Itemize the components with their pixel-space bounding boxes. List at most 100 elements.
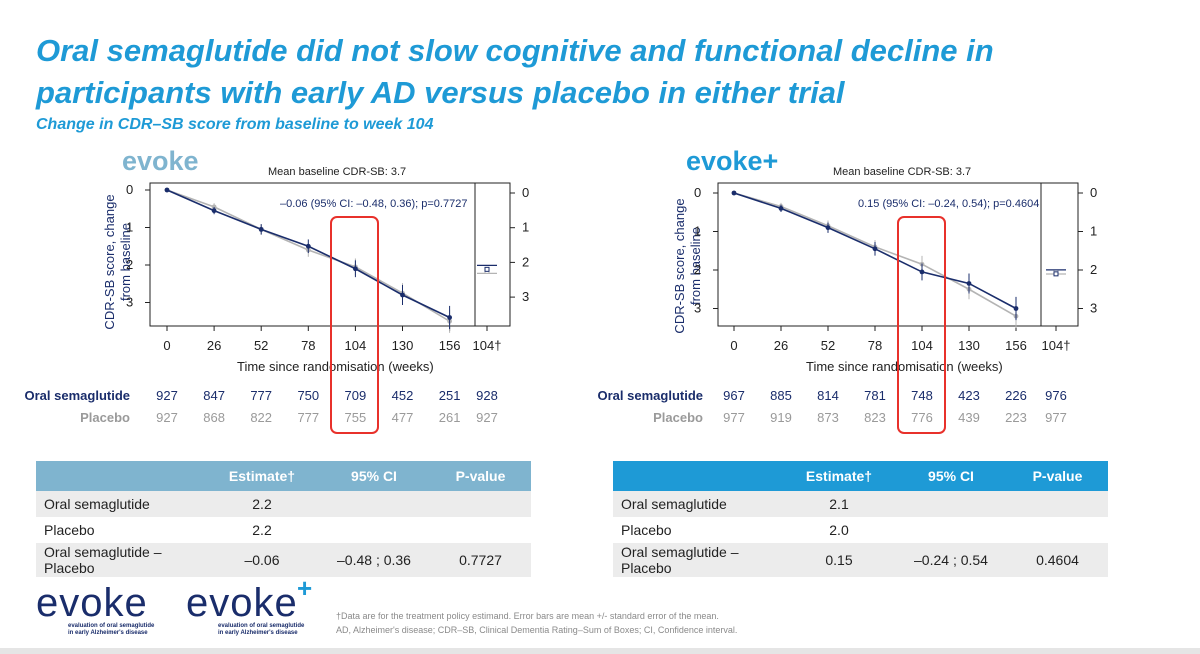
table-cell bbox=[1007, 491, 1108, 517]
table-header-cell bbox=[36, 461, 206, 491]
evokeplus-effect-annotation: 0.15 (95% CI: –0.24, 0.54); p=0.4604 bbox=[858, 198, 1039, 210]
evokeplus-semaglutide-point bbox=[966, 281, 972, 286]
evoke-semaglutide-point bbox=[353, 266, 358, 272]
evoke-n-at-risk-placebo-value: 477 bbox=[391, 410, 414, 425]
table-cell: 2.1 bbox=[783, 491, 895, 517]
evoke-y-tick-label-right: 0 bbox=[522, 185, 529, 200]
table-cell: 0.7727 bbox=[430, 543, 531, 577]
evoke-n-at-risk-placebo-value: 755 bbox=[344, 410, 367, 425]
evoke-n-at-risk-semaglutide-value: 709 bbox=[344, 388, 367, 403]
evoke-n-placebo-row: Placebo bbox=[0, 410, 130, 428]
evoke-n-at-risk-placebo-value: 777 bbox=[297, 410, 320, 425]
table-header-cell: 95% CI bbox=[351, 468, 397, 484]
evoke-semaglutide-point bbox=[211, 208, 217, 214]
evoke-y-tick-label: 3 bbox=[126, 295, 133, 310]
table-cell: –0.24 ; 0.54 bbox=[895, 543, 1007, 577]
evokeplus-logo-tagline: evaluation of oral semaglutide in early … bbox=[186, 623, 304, 637]
evoke-x-tick-label: 156 bbox=[439, 338, 461, 353]
evoke-baseline-note: Mean baseline CDR-SB: 3.7 bbox=[268, 166, 407, 178]
footnote: †Data are for the treatment policy estim… bbox=[336, 609, 737, 637]
evokeplus-n-at-risk-semaglutide-value: 781 bbox=[864, 388, 886, 403]
evokeplus-y-tick-label-right: 0 bbox=[1090, 185, 1097, 200]
evokeplus-results-table: Estimate† 95% CI P-value Oral semaglutid… bbox=[613, 461, 1108, 577]
evoke-semaglutide-point bbox=[164, 187, 170, 193]
evoke-n-at-risk-semaglutide-value: 452 bbox=[391, 388, 414, 403]
evokeplus-n-at-risk-placebo-value: 873 bbox=[817, 410, 839, 425]
evokeplus-n-at-risk-semaglutide-value: 967 bbox=[723, 388, 745, 403]
evokeplus-n-at-risk-placebo-value: 977 bbox=[1045, 410, 1067, 425]
evoke-semaglutide-point bbox=[400, 292, 405, 298]
evokeplus-x-tick-label: 104 bbox=[911, 338, 933, 353]
evokeplus-n-semaglutide-label: Oral semaglutide bbox=[597, 388, 703, 403]
table-header-cell: 95% CI bbox=[928, 468, 974, 484]
table-cell: 0.4604 bbox=[1007, 543, 1108, 577]
footnote-line-2: AD, Alzheimer's disease; CDR–SB, Clinica… bbox=[336, 625, 738, 635]
evokeplus-n-at-risk-placebo-value: 439 bbox=[958, 410, 980, 425]
evokeplus-semaglutide-point bbox=[731, 190, 737, 196]
evoke-n-at-risk-semaglutide-value: 777 bbox=[250, 388, 273, 403]
evoke-n-at-risk-placebo-value: 822 bbox=[250, 410, 273, 425]
evoke-placebo-point bbox=[211, 204, 217, 210]
evokeplus-y-tick-label: 3 bbox=[694, 301, 701, 316]
slide-subtitle: Change in CDR–SB score from baseline to … bbox=[36, 116, 434, 133]
evokeplus-n-placebo-label: Placebo bbox=[653, 410, 703, 425]
table-cell bbox=[318, 491, 430, 517]
table-cell: Placebo bbox=[621, 522, 672, 538]
evokeplus-semaglutide-point bbox=[1013, 306, 1019, 311]
evoke-n-at-risk-placebo-value: 927 bbox=[476, 410, 498, 425]
evokeplus-logo-word: evoke bbox=[186, 581, 298, 625]
table-cell: Oral semaglutide bbox=[613, 491, 783, 517]
evokeplus-trial-name: evoke+ bbox=[686, 146, 779, 176]
table-cell bbox=[430, 517, 531, 543]
evokeplus-n-at-risk-semaglutide-value: 885 bbox=[770, 388, 792, 403]
evokeplus-n-at-risk-semaglutide-value: 814 bbox=[817, 388, 839, 403]
evoke-y-tick-label-right: 1 bbox=[522, 220, 529, 235]
table-header-cell: Estimate† bbox=[805, 468, 873, 484]
evoke-n-at-risk-placebo-value: 261 bbox=[438, 410, 461, 425]
table-cell: Oral semaglutide – Placebo bbox=[36, 543, 206, 577]
evoke-n-at-risk-semaglutide-value: 847 bbox=[203, 388, 225, 403]
table-cell bbox=[318, 517, 430, 543]
evokeplus-x-tick-label: 130 bbox=[958, 338, 980, 353]
evoke-n-semaglutide-label: Oral semaglutide bbox=[24, 388, 130, 403]
evoke-n-at-risk-semaglutide-value: 927 bbox=[156, 388, 178, 403]
evoke-week104-highlight bbox=[330, 216, 379, 434]
table-row: Placebo 2.0 bbox=[613, 517, 1108, 543]
table-row: Oral semaglutide 2.1 bbox=[613, 491, 1108, 517]
evokeplus-y-tick-label-right: 1 bbox=[1090, 224, 1097, 239]
evoke-x-tick-label: 78 bbox=[301, 338, 315, 353]
table-row: Oral semaglutide 2.2 bbox=[36, 491, 531, 517]
evokeplus-semaglutide-point bbox=[778, 206, 784, 211]
evoke-x-axis-label: Time since randomisation (weeks) bbox=[237, 359, 434, 374]
evoke-effect-annotation: –0.06 (95% CI: –0.48, 0.36); p=0.7727 bbox=[280, 198, 467, 210]
footnote-line-1: †Data are for the treatment policy estim… bbox=[336, 611, 719, 621]
evokeplus-n-at-risk-placebo-value: 823 bbox=[864, 410, 886, 425]
evoke-logo-tagline-2: in early Alzheimer's disease bbox=[68, 630, 148, 636]
evoke-logo-word: evoke bbox=[36, 581, 148, 625]
evoke-x-tick-label: 52 bbox=[254, 338, 268, 353]
evokeplus-y-tick-label: 1 bbox=[694, 224, 701, 239]
bottom-bar bbox=[0, 648, 1200, 654]
evokeplus-logo-tagline-2: in early Alzheimer's disease bbox=[218, 630, 298, 636]
evokeplus-n-at-risk-placebo-value: 223 bbox=[1005, 410, 1027, 425]
evokeplus-n-at-risk-semaglutide-value: 748 bbox=[911, 388, 933, 403]
evoke-y-tick-label: 2 bbox=[126, 257, 133, 272]
evokeplus-y-tick-label: 0 bbox=[694, 185, 701, 200]
table-cell: 2.0 bbox=[829, 522, 849, 538]
evokeplus-baseline-note: Mean baseline CDR-SB: 3.7 bbox=[833, 166, 972, 178]
evoke-n-at-risk-placebo-value: 927 bbox=[156, 410, 178, 425]
evoke-semaglutide-point bbox=[447, 315, 452, 320]
evokeplus-n-at-risk-placebo-value: 776 bbox=[911, 410, 933, 425]
evokeplus-y-tick-label-right: 3 bbox=[1090, 301, 1097, 316]
evoke-y-tick-label-right: 3 bbox=[522, 289, 529, 304]
table-header-row: Estimate† 95% CI P-value bbox=[36, 461, 531, 491]
evoke-endpoint-frame bbox=[474, 182, 511, 327]
evoke-n-at-risk-semaglutide-value: 928 bbox=[476, 388, 498, 403]
evokeplus-semaglutide-point bbox=[872, 246, 878, 252]
evoke-logo-tagline: evaluation of oral semaglutide in early … bbox=[36, 623, 154, 637]
evoke-x-tick-label: 104† bbox=[473, 338, 502, 353]
evokeplus-n-at-risk-semaglutide-value: 976 bbox=[1045, 388, 1067, 403]
evoke-results-table: Estimate† 95% CI P-value Oral semaglutid… bbox=[36, 461, 531, 577]
table-cell: 0.15 bbox=[783, 543, 895, 577]
